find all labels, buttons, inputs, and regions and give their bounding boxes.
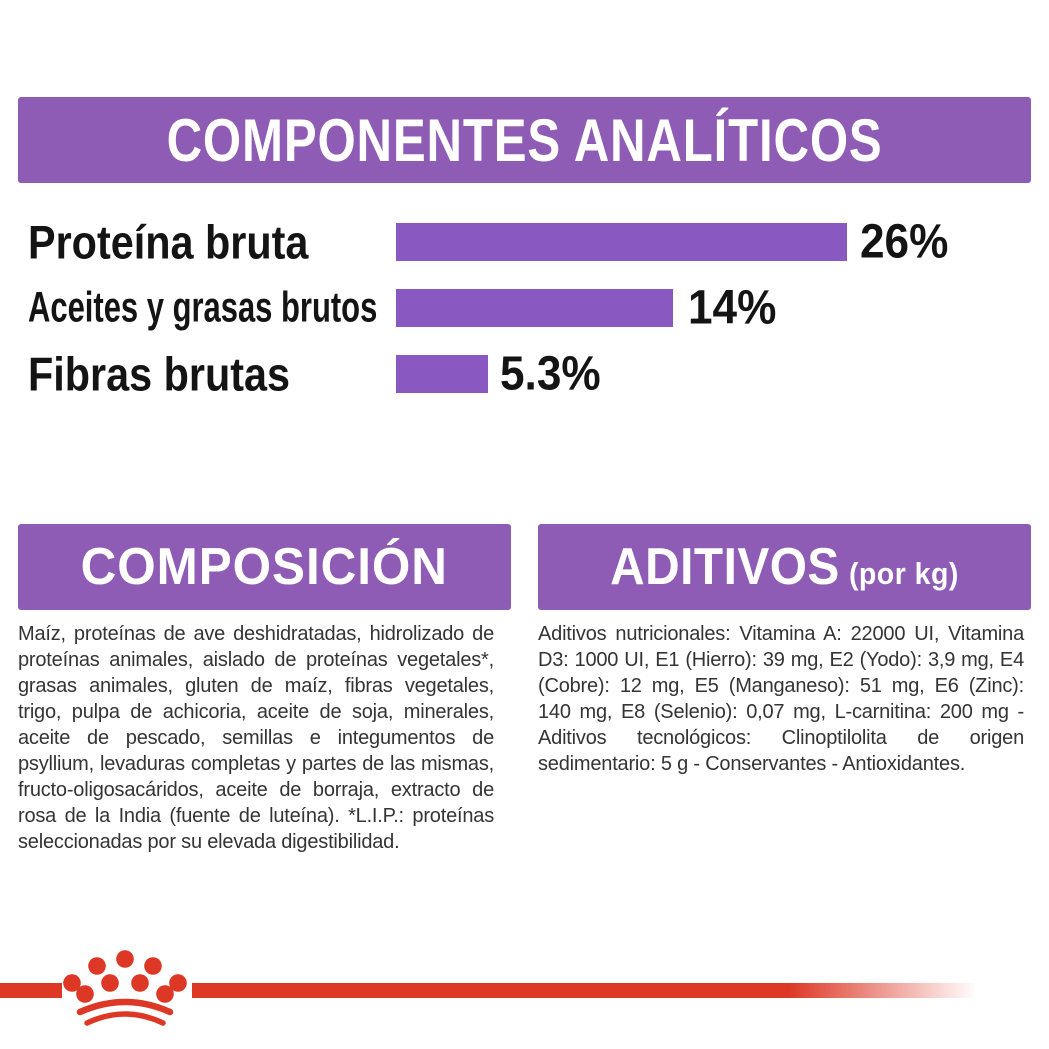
additives-title-suffix: (por kg)	[848, 556, 959, 591]
composition-banner: COMPOSICIÓN	[18, 524, 511, 610]
composition-title: COMPOSICIÓN	[80, 538, 449, 596]
chart-bar-crude-fibre	[396, 355, 488, 393]
chart-bar-crude-oils-fats	[396, 289, 673, 327]
chart-value-crude-oils-fats: 14%	[688, 281, 777, 335]
chart-bar-crude-protein	[396, 223, 847, 261]
chart-row-crude-fibre: Fibras brutas 5.3%	[0, 348, 1049, 401]
additives-title: ADITIVOS (por kg)	[610, 538, 959, 596]
chart-row-crude-protein: Proteína bruta 26%	[0, 216, 1049, 269]
royal-canin-crown-icon	[63, 950, 187, 1026]
chart-value-crude-fibre: 5.3%	[500, 347, 601, 401]
chart-value-crude-protein: 26%	[860, 215, 949, 269]
chart-row-crude-oils-fats: Aceites y grasas brutos 14%	[0, 282, 1049, 335]
additives-banner: ADITIVOS (por kg)	[538, 524, 1031, 610]
composition-body: Maíz, proteínas de ave deshidratadas, hi…	[18, 623, 494, 853]
additives-body: Aditivos nutricionales: Vitamina A: 2200…	[538, 623, 1024, 775]
chart-label-crude-fibre: Fibras brutas	[28, 347, 291, 401]
chart-label-crude-oils-fats: Aceites y grasas brutos	[28, 283, 378, 332]
brand-line-left	[0, 983, 62, 998]
chart-label-crude-protein: Proteína bruta	[28, 215, 309, 269]
analytical-components-banner: COMPONENTES ANALÍTICOS	[18, 97, 1031, 183]
brand-line-right	[192, 983, 977, 998]
analytical-components-title: COMPONENTES ANALÍTICOS	[166, 106, 883, 174]
analytical-components-chart: Proteína bruta 26% Aceites y grasas brut…	[0, 216, 1049, 418]
